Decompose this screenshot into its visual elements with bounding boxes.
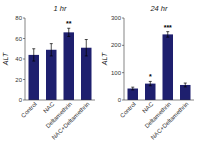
x-tick-label: Control xyxy=(20,101,38,119)
x-tick-label: NAC+Deltamethrin xyxy=(150,101,190,141)
bar xyxy=(64,32,75,100)
title: 1 hr xyxy=(54,4,67,13)
marks xyxy=(29,28,92,100)
x-tick-label: NAC+Deltamethrin xyxy=(51,101,91,141)
y-tick-label: 40 xyxy=(15,56,22,62)
y-tick-label: 0 xyxy=(19,97,23,103)
bar xyxy=(29,55,40,100)
x-tick-label: NAC xyxy=(141,100,155,114)
error-bar xyxy=(166,32,169,37)
y-tick-label: 80 xyxy=(15,15,22,21)
y-axis xyxy=(25,18,26,100)
y-axis-label: ALT xyxy=(101,52,108,66)
panel: 020406080ControlNACDeltamethrinNAC+Delta… xyxy=(2,4,95,141)
y-axis xyxy=(124,18,125,100)
x-tick-label: Control xyxy=(119,101,137,119)
x-axis xyxy=(124,100,194,101)
x-tick-label: NAC xyxy=(42,100,56,114)
error-bar xyxy=(149,81,152,85)
y-axis-label: ALT xyxy=(2,52,9,66)
error-bar xyxy=(67,28,70,36)
figure: 020406080ControlNACDeltamethrinNAC+Delta… xyxy=(0,0,198,150)
annotation: ** xyxy=(66,20,72,27)
error-bar xyxy=(184,83,187,87)
annotation: *** xyxy=(164,24,172,31)
bar xyxy=(46,50,57,100)
error-bar xyxy=(32,49,35,61)
panel: 0100200300ControlNACDeltamethrinNAC+Delt… xyxy=(101,4,194,141)
bar xyxy=(145,84,156,100)
marks xyxy=(128,32,191,100)
bar xyxy=(180,85,191,100)
x-axis xyxy=(25,100,95,101)
title: 24 hr xyxy=(149,4,168,13)
error-bar xyxy=(50,44,53,56)
error-bar xyxy=(131,87,134,90)
bar xyxy=(163,34,174,100)
y-tick-label: 300 xyxy=(111,15,122,21)
y-tick-label: 60 xyxy=(15,36,22,42)
y-tick-label: 100 xyxy=(111,70,122,76)
y-tick-label: 20 xyxy=(15,77,22,83)
bar xyxy=(128,89,139,100)
annotation: * xyxy=(149,73,152,80)
y-tick-label: 0 xyxy=(118,97,122,103)
y-tick-label: 200 xyxy=(111,42,122,48)
error-bar xyxy=(85,40,88,56)
